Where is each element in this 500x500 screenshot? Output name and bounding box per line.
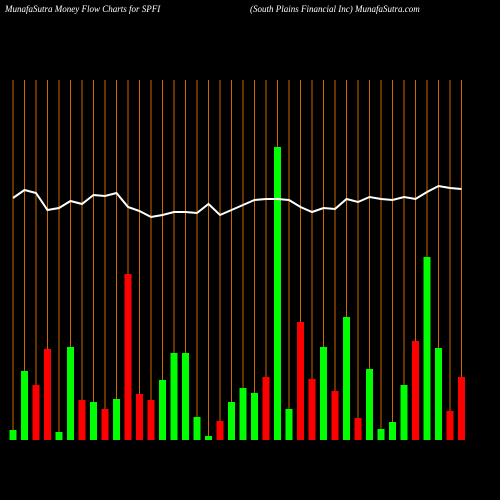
bar bbox=[285, 409, 293, 440]
bar bbox=[458, 377, 465, 440]
bar bbox=[170, 353, 178, 440]
bar bbox=[320, 347, 327, 440]
bar bbox=[90, 402, 97, 440]
bar bbox=[182, 353, 189, 440]
bar bbox=[308, 379, 316, 440]
bar bbox=[435, 348, 442, 440]
bar bbox=[400, 385, 408, 440]
bar bbox=[159, 380, 166, 440]
bar bbox=[205, 436, 212, 440]
bar bbox=[228, 402, 235, 440]
bar bbox=[262, 377, 270, 440]
money-flow-line bbox=[12, 184, 462, 219]
bar bbox=[239, 388, 247, 440]
bar bbox=[101, 409, 109, 440]
bar bbox=[9, 430, 17, 440]
bar bbox=[113, 399, 120, 440]
bar bbox=[251, 393, 258, 440]
chart-title: MunafaSutra Money Flow Charts for SPFI bbox=[4, 4, 161, 14]
bar bbox=[78, 400, 86, 440]
bar bbox=[354, 418, 362, 440]
chart-subtitle: (South Plains Financial Inc) MunafaSutra… bbox=[250, 4, 420, 14]
bar bbox=[124, 274, 132, 440]
bar bbox=[331, 391, 339, 440]
bar bbox=[147, 400, 155, 440]
bar bbox=[343, 317, 350, 440]
bar bbox=[55, 432, 63, 440]
bar bbox=[389, 422, 396, 440]
bar bbox=[44, 349, 51, 440]
bar bbox=[423, 257, 431, 440]
bar bbox=[297, 322, 304, 440]
bar bbox=[377, 429, 385, 440]
bar bbox=[136, 394, 143, 440]
bar bbox=[366, 369, 373, 440]
bar bbox=[216, 421, 224, 440]
bar bbox=[446, 411, 454, 440]
bar bbox=[21, 371, 28, 440]
bar bbox=[67, 347, 74, 440]
bar bbox=[193, 417, 201, 440]
bar bbox=[32, 385, 40, 440]
bar bbox=[412, 341, 419, 440]
bar bbox=[274, 147, 281, 440]
